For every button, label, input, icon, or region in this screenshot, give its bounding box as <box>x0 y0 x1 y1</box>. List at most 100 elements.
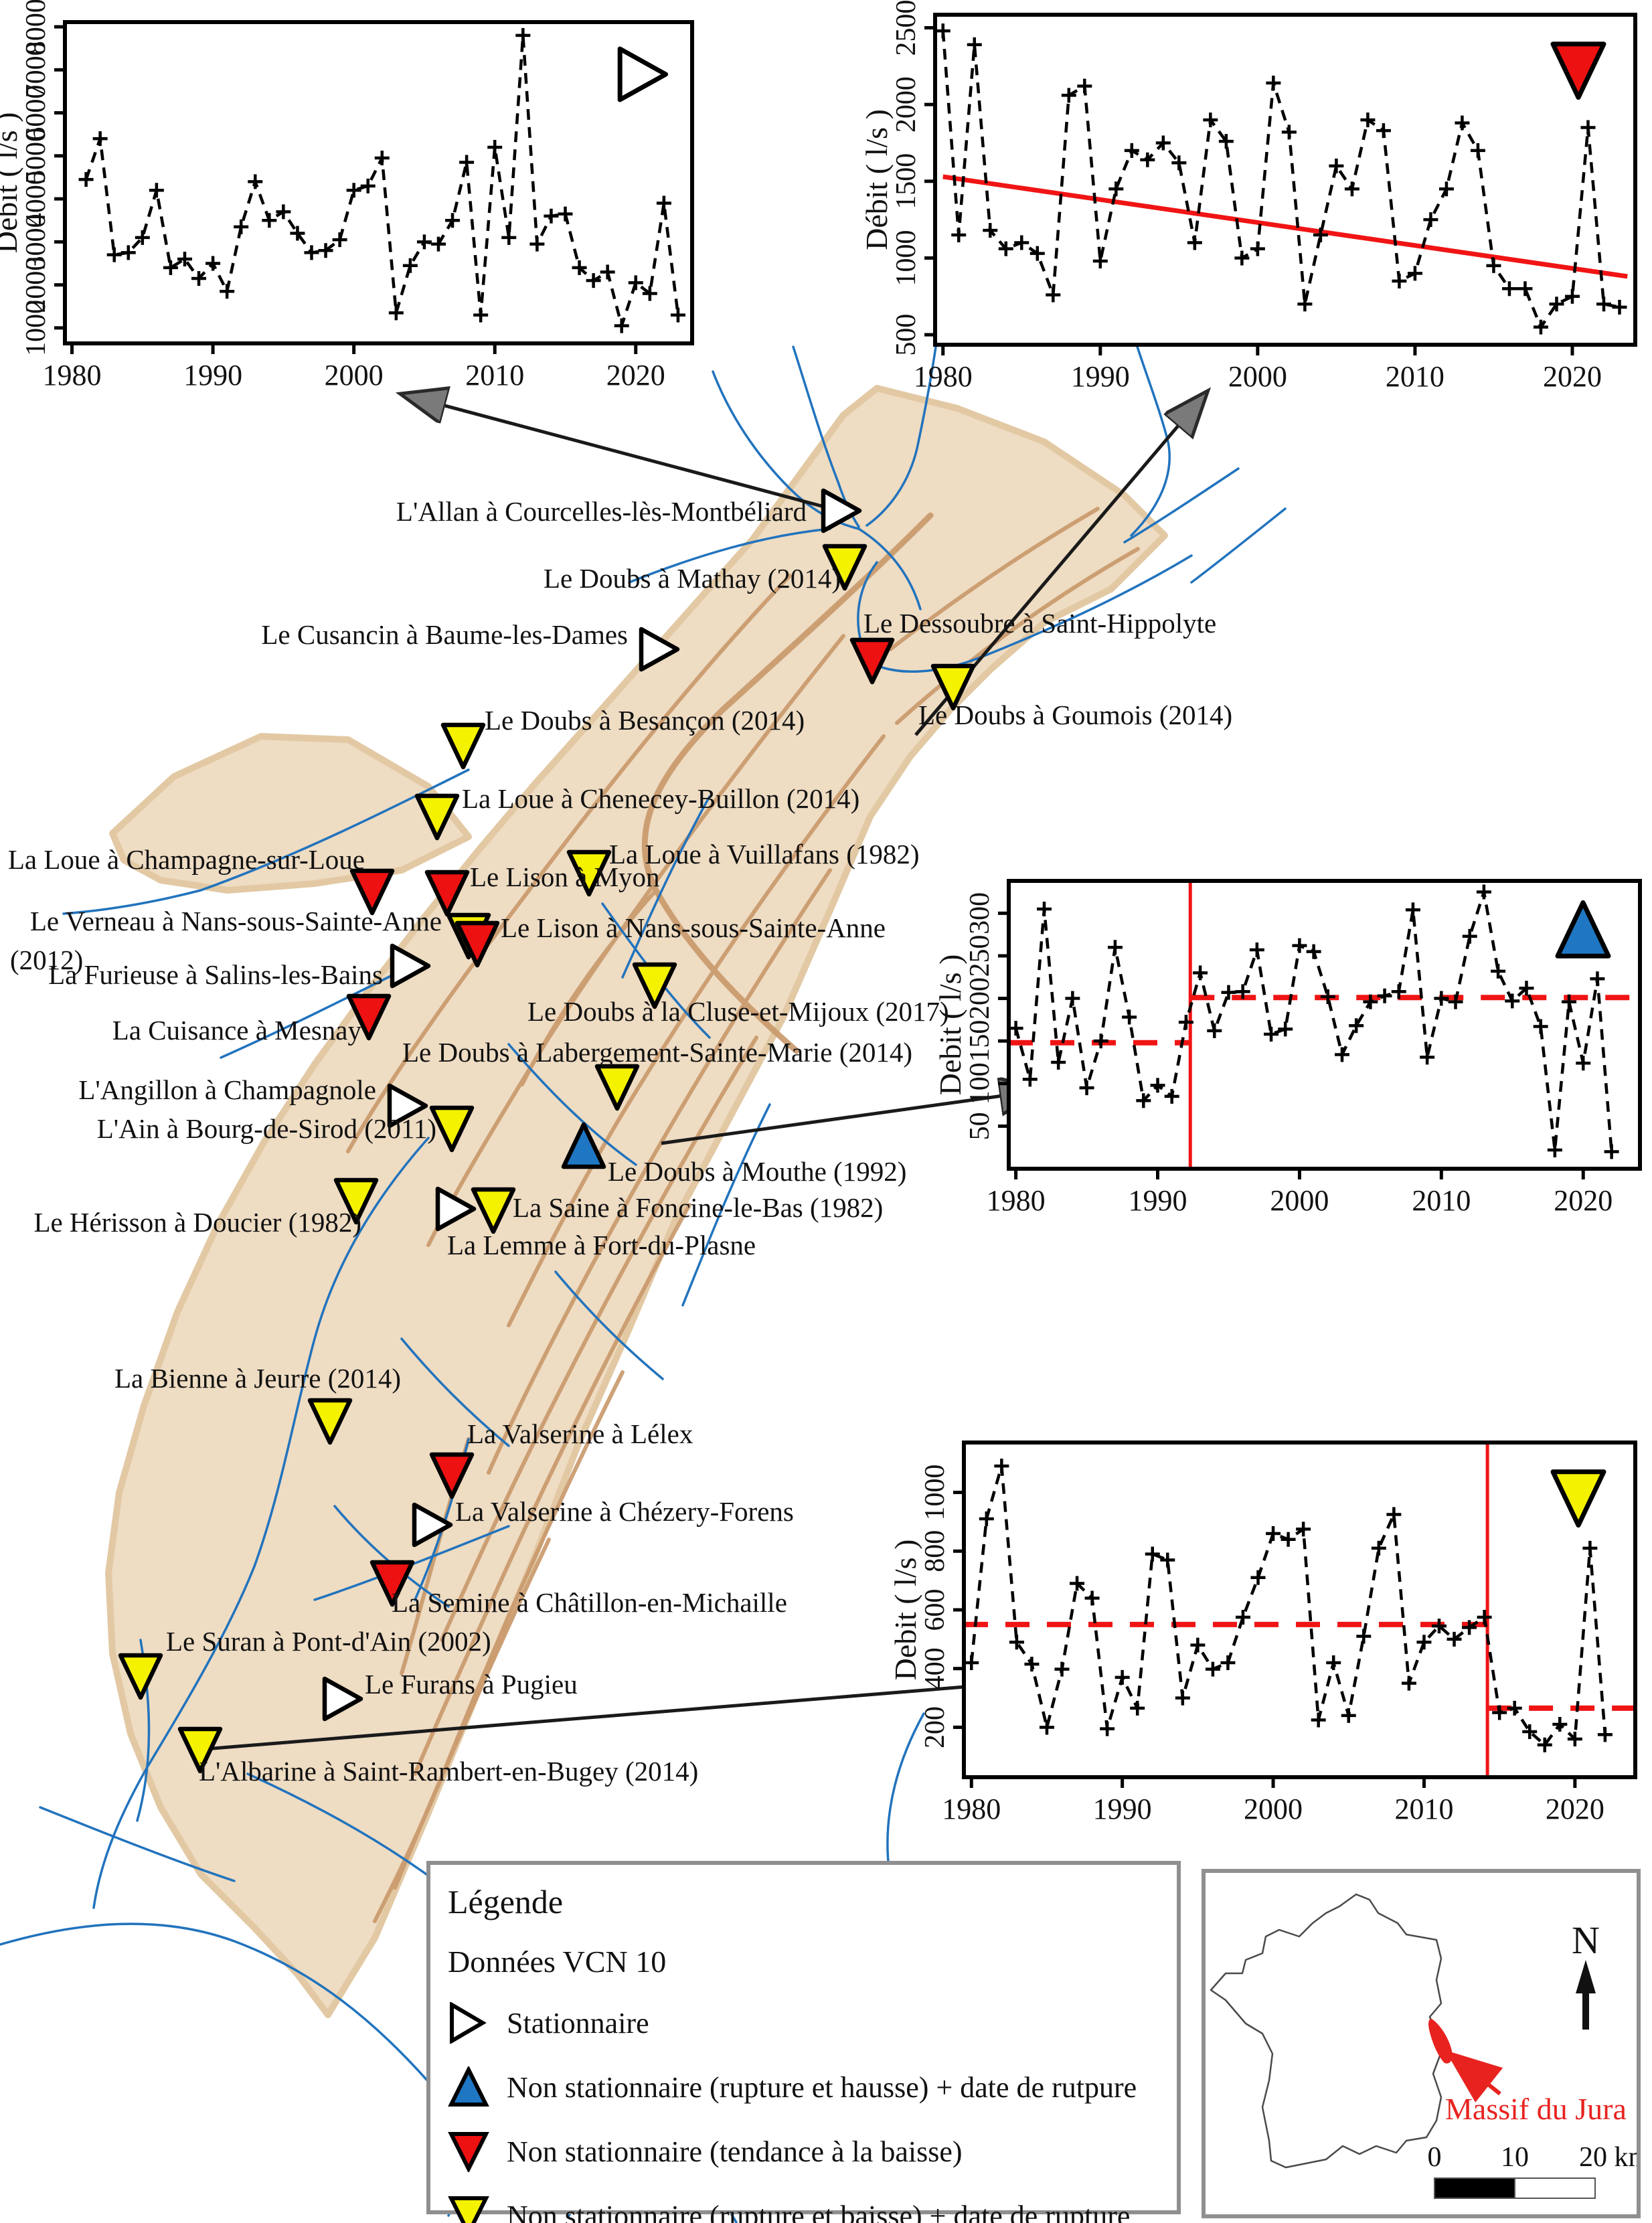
data-point-cross <box>964 1655 979 1670</box>
station-marker-allan-courcelles <box>821 488 862 533</box>
data-point-cross <box>1491 963 1506 979</box>
data-point-cross <box>1505 993 1520 1009</box>
arrow-to-chart-allan <box>410 396 827 509</box>
data-point-cross <box>1377 988 1392 1003</box>
y-tick-label: 3000 <box>21 214 52 270</box>
data-point-cross <box>1492 1705 1507 1720</box>
data-point-cross <box>1164 1088 1179 1104</box>
x-tick-label: 1990 <box>1129 1184 1187 1217</box>
data-point-cross <box>1278 1021 1293 1037</box>
station-marker-loue-vuillafans <box>566 849 612 897</box>
data-point-cross <box>276 204 291 220</box>
station-label-loue-vuillafans: La Loue à Vuillafans (1982) <box>609 839 920 870</box>
y-tick-label: 200 <box>920 1706 951 1748</box>
data-point-cross <box>1264 1026 1279 1042</box>
data-point-cross <box>430 236 446 252</box>
station-label-ain-bourg-de-sirod: L'Ain à Bourg-de-Sirod (2011) <box>97 1113 436 1144</box>
data-point-cross <box>1329 158 1344 173</box>
data-point-cross <box>1455 115 1470 131</box>
data-point-cross <box>1391 984 1406 999</box>
data-point-cross <box>1334 1047 1349 1062</box>
chart-corner-marker-stationnaire <box>617 46 669 102</box>
data-point-cross <box>529 236 545 252</box>
data-point-cross <box>346 183 361 198</box>
x-tick-label: 2000 <box>325 359 384 392</box>
data-point-cross <box>1360 112 1376 128</box>
station-marker-suran-pont-dain <box>118 1653 163 1700</box>
chart-corner-marker-tendance-baisse <box>1550 42 1606 100</box>
data-point-cross <box>1349 1018 1364 1034</box>
station-label-allan-courcelles: L'Allan à Courcelles-lès-Montbéliard <box>396 496 807 527</box>
data-point-cross <box>951 228 967 243</box>
data-point-cross <box>1235 1609 1250 1625</box>
data-point-cross <box>1533 319 1548 335</box>
station-label-loue-champagne: La Loue à Champagne-sur-Loue <box>8 844 365 875</box>
data-point-cross <box>1597 1727 1613 1742</box>
data-point-cross <box>1533 1019 1548 1034</box>
data-point-cross <box>1547 1143 1562 1158</box>
data-point-cross <box>1519 981 1534 996</box>
station-label-lison-myon: Le Lison à Myon <box>470 861 660 892</box>
data-point-cross <box>1039 1720 1054 1735</box>
y-tick-label: 2000 <box>891 76 922 133</box>
data-point-cross <box>600 264 615 280</box>
station-marker-dessoubre-saint-hippolyte <box>849 637 895 685</box>
x-tick-label: 2010 <box>1394 1793 1453 1825</box>
data-point-cross <box>1100 1721 1115 1736</box>
station-label-doubs-labergement: Le Doubs à Labergement-Sainte-Marie (201… <box>402 1037 912 1068</box>
decrease-trend-triangle-icon <box>448 2132 489 2172</box>
legend: Légende Données VCN 10 Stationnaire Non … <box>426 1861 1181 2223</box>
data-point-cross <box>1187 235 1202 250</box>
y-axis-label: Debit ( l/s ) <box>888 1540 922 1681</box>
station-marker-ain-bourg-de-sirod <box>429 1105 475 1153</box>
data-point-cross <box>1150 1078 1165 1093</box>
station-label-semine-chatillon: La Semine à Châtillon-en-Michaille <box>392 1587 787 1618</box>
station-marker-loue-chenecey <box>414 793 460 841</box>
y-tick-label: 1500 <box>891 153 922 210</box>
data-point-cross <box>220 284 235 299</box>
station-label-doubs-cluse: Le Doubs à la Cluse-et-Mijoux (2017) <box>527 996 949 1027</box>
y-tick-label: 7000 <box>21 42 52 98</box>
data-point-cross <box>106 247 122 262</box>
station-marker-cusancin-baume <box>639 627 680 672</box>
data-point-cross <box>1079 1080 1094 1096</box>
chart-corner-marker-rupture-baisse <box>1550 1469 1606 1528</box>
station-marker-lemme-fort-du-plasne <box>435 1186 477 1232</box>
station-label-herisson-doucier: Le Hérisson à Doucier (1982) <box>33 1207 361 1238</box>
data-point-cross <box>1130 1700 1145 1716</box>
data-point-cross <box>1061 88 1076 103</box>
station-marker-doubs-mathay <box>822 544 868 591</box>
data-point-cross <box>1070 1576 1085 1591</box>
data-point-cross <box>1203 112 1218 128</box>
data-point-cross <box>1046 287 1061 303</box>
data-point-cross <box>1438 181 1454 197</box>
x-tick-label: 2020 <box>1546 1793 1604 1825</box>
data-point-cross <box>1517 281 1533 297</box>
y-tick-label: 5000 <box>21 128 52 184</box>
chart-dessoubre: 1980 1990 2000 2010 2020 500 1000 1500 2000 2500 D… <box>859 0 1637 393</box>
data-point-cross <box>614 318 629 333</box>
data-point-cross <box>1250 1570 1266 1585</box>
data-point-cross <box>1431 1619 1447 1634</box>
data-point-cross <box>1386 1507 1402 1522</box>
data-point-cross <box>642 286 657 301</box>
data-point-cross <box>1564 289 1580 304</box>
data-point-cross <box>998 241 1013 256</box>
stationary-triangle-icon <box>450 2002 487 2044</box>
data-point-cross <box>1344 181 1359 197</box>
france-outline <box>1210 1893 1442 2169</box>
data-point-cross <box>1054 1661 1070 1677</box>
data-point-cross <box>1022 1072 1038 1087</box>
x-tick-label: 1980 <box>43 359 102 392</box>
x-tick-label: 2000 <box>1270 1184 1329 1217</box>
data-point-cross <box>1311 1712 1326 1728</box>
y-tick-label: 200 <box>965 977 995 1019</box>
chart-allan: 1980 1990 2000 2010 202010002000300040005000… <box>0 0 694 392</box>
data-point-cross <box>1140 152 1155 167</box>
station-label-lison-nans: Le Lison à Nans-sous-Sainte-Anne <box>501 912 886 943</box>
data-point-cross <box>935 23 951 39</box>
data-point-cross <box>501 230 517 245</box>
legend-item-label: Non stationnaire (rupture et hausse) + d… <box>507 2070 1137 2104</box>
x-tick-label: 1990 <box>1093 1793 1152 1825</box>
